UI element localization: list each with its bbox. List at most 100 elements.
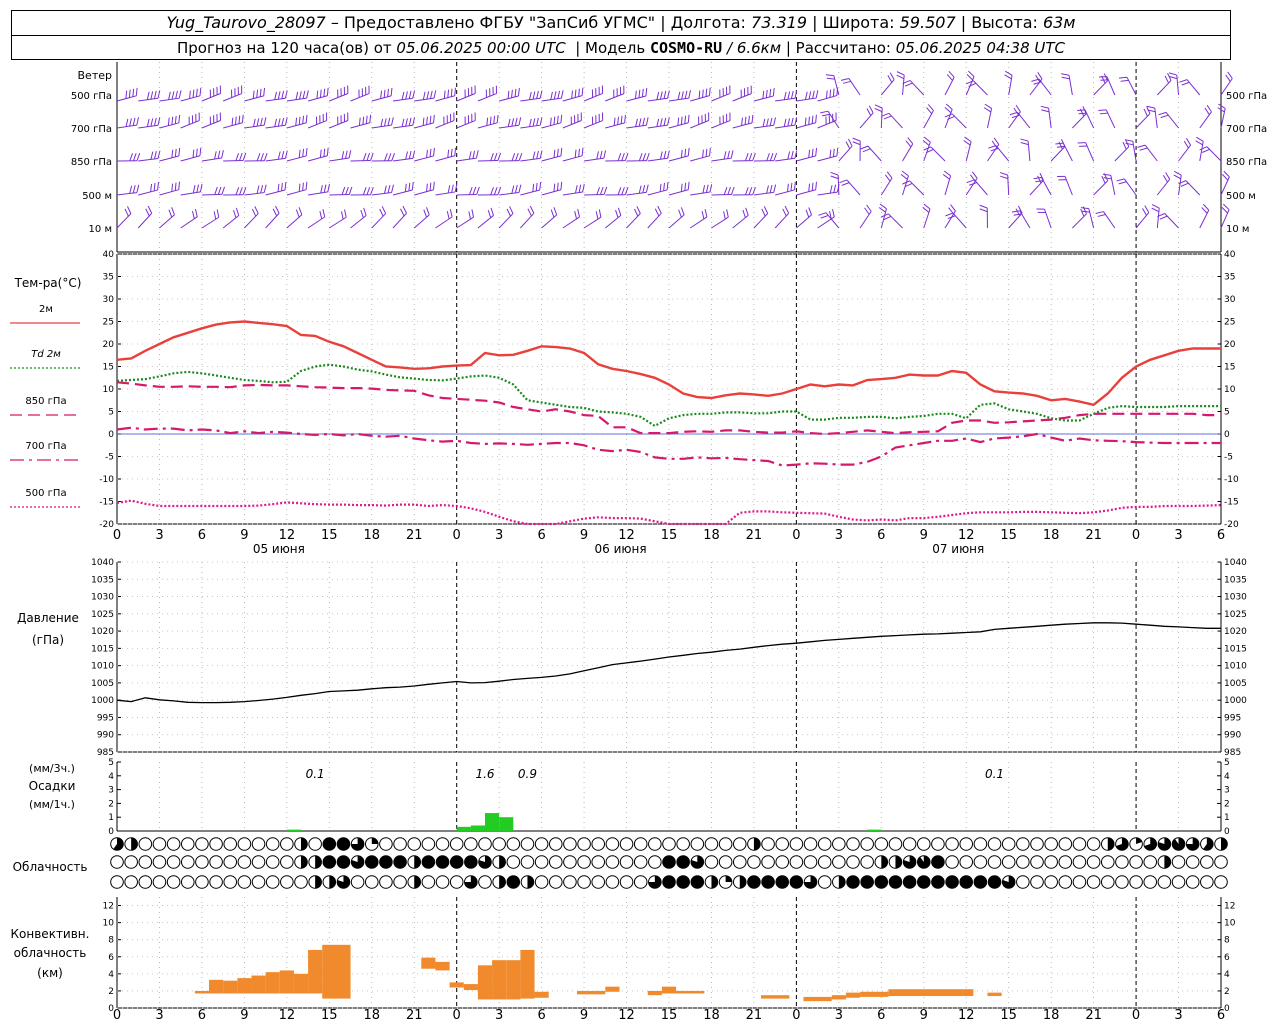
- day-label: 05 июня: [253, 542, 305, 556]
- cloud-symbol: [704, 875, 719, 889]
- wind-barb-feather: [157, 150, 161, 159]
- wind-barb: [647, 117, 670, 129]
- cloud-symbol: [237, 875, 252, 889]
- temp-ytick-label-left: -15: [99, 498, 114, 508]
- cloud-symbol: [916, 837, 931, 851]
- wind-barb-shaft: [180, 216, 198, 229]
- wind-barb: [1217, 103, 1226, 129]
- cloud-fill: [414, 855, 421, 869]
- wind-barb-feather: [645, 117, 649, 126]
- cloud-symbol: [492, 837, 506, 851]
- wind-barb-feather: [171, 183, 174, 192]
- wind-barb-feather: [990, 147, 999, 152]
- wind-level-label-right: 500 м: [1226, 191, 1256, 202]
- cloud-circle: [1100, 875, 1115, 889]
- wind-barb-feather: [883, 215, 892, 221]
- wind-barb-feather: [748, 187, 753, 195]
- wind-barb-feather: [387, 153, 392, 161]
- conv-ytick-label-left: 0: [108, 1004, 114, 1014]
- wind-barb-feather: [511, 153, 516, 161]
- wind-barb-shaft: [690, 120, 709, 129]
- wind-barb-feather: [678, 209, 682, 218]
- cloud-circle: [379, 875, 393, 889]
- cloud-symbol: [860, 837, 874, 851]
- cloud-circle: [817, 855, 832, 869]
- wind-barb-feather: [412, 150, 416, 159]
- cloud-symbol: [308, 855, 322, 869]
- cloud-circle: [166, 837, 181, 851]
- wind-barb-shaft: [647, 212, 662, 229]
- cloud-symbol: [718, 855, 733, 869]
- wind-barb-feather: [298, 149, 301, 158]
- cloud-symbol: [619, 837, 634, 851]
- wind-barb-feather: [815, 114, 817, 123]
- wind-barb-feather: [811, 115, 814, 124]
- wind-barb-feather: [790, 90, 794, 99]
- wind-barb: [923, 146, 946, 162]
- wind-barb-feather: [688, 90, 691, 99]
- cloud-symbol: [464, 855, 478, 869]
- wind-barb-shaft: [520, 189, 540, 196]
- wind-barb-feather: [1124, 139, 1133, 142]
- pres-ytick-label-left: 1040: [91, 558, 114, 568]
- wind-barb-feather: [761, 208, 766, 217]
- temp-xtick-label: 15: [661, 528, 678, 543]
- wind-barb: [1055, 142, 1073, 162]
- wind-barb-feather: [387, 185, 391, 194]
- pres-ytick-label-right: 1025: [1224, 610, 1247, 620]
- wind-barb: [647, 181, 669, 196]
- wind-barb: [825, 74, 840, 96]
- wind-barb-feather: [744, 116, 747, 125]
- wind-barb-feather: [769, 153, 774, 161]
- wind-barb: [286, 90, 309, 102]
- cloud-symbol: [846, 855, 860, 869]
- wind-barb-feather: [1146, 105, 1155, 109]
- wind-barb: [896, 71, 905, 96]
- wind-barb-shaft: [499, 191, 520, 196]
- wind-barb-feather: [794, 90, 798, 99]
- conv-xtick-label: 9: [580, 1008, 588, 1023]
- cloud-circle: [591, 855, 606, 869]
- cloud-circle: [1185, 855, 1200, 869]
- wind-barb-shaft: [520, 212, 535, 229]
- wind-barb-shaft: [265, 157, 286, 162]
- conv-bar: [831, 995, 846, 1000]
- wind-barb-feather: [624, 187, 629, 195]
- wind-barb: [1004, 70, 1013, 96]
- cloud-fill: [422, 855, 435, 869]
- conv-bar: [492, 960, 507, 1000]
- cloud-circle: [1171, 875, 1186, 889]
- wind-barb-shaft: [520, 157, 541, 162]
- wind-barb: [1199, 146, 1222, 162]
- wind-barb-feather: [323, 184, 327, 193]
- cloud-symbol: [1030, 875, 1044, 889]
- wind-barb-feather: [433, 147, 435, 156]
- cloud-symbol: [775, 855, 790, 869]
- wind-barb-feather: [348, 150, 352, 159]
- wind-barb: [307, 208, 326, 229]
- wind-barb-feather: [659, 91, 663, 100]
- wind-barb-feather: [256, 118, 260, 127]
- wind-barb: [541, 114, 563, 129]
- cloud-symbol: [902, 855, 917, 869]
- temp-xtick-label: 3: [155, 528, 163, 543]
- wind-barb-shaft: [1050, 146, 1066, 162]
- wind-barb-feather: [822, 113, 831, 117]
- wind-barb-feather: [518, 184, 522, 193]
- wind-barb-feather: [362, 116, 365, 125]
- wind-barb-feather: [967, 70, 975, 77]
- cloud-symbol: [945, 875, 959, 889]
- wind-barb-feather: [773, 152, 778, 161]
- wind-barb: [775, 181, 796, 196]
- cloud-symbol: [336, 837, 351, 851]
- wind-barb: [1077, 109, 1095, 129]
- cloud-symbol: [803, 855, 818, 869]
- cloud-symbol: [874, 875, 889, 889]
- cloud-symbol: [1185, 837, 1200, 851]
- wind-barb-feather: [1178, 180, 1187, 185]
- wind-barb-feather: [794, 181, 796, 190]
- wind-barb-feather: [560, 147, 563, 156]
- wind-barb-feather: [493, 187, 498, 195]
- wind-barb: [371, 117, 394, 129]
- cloud-circle: [761, 855, 775, 869]
